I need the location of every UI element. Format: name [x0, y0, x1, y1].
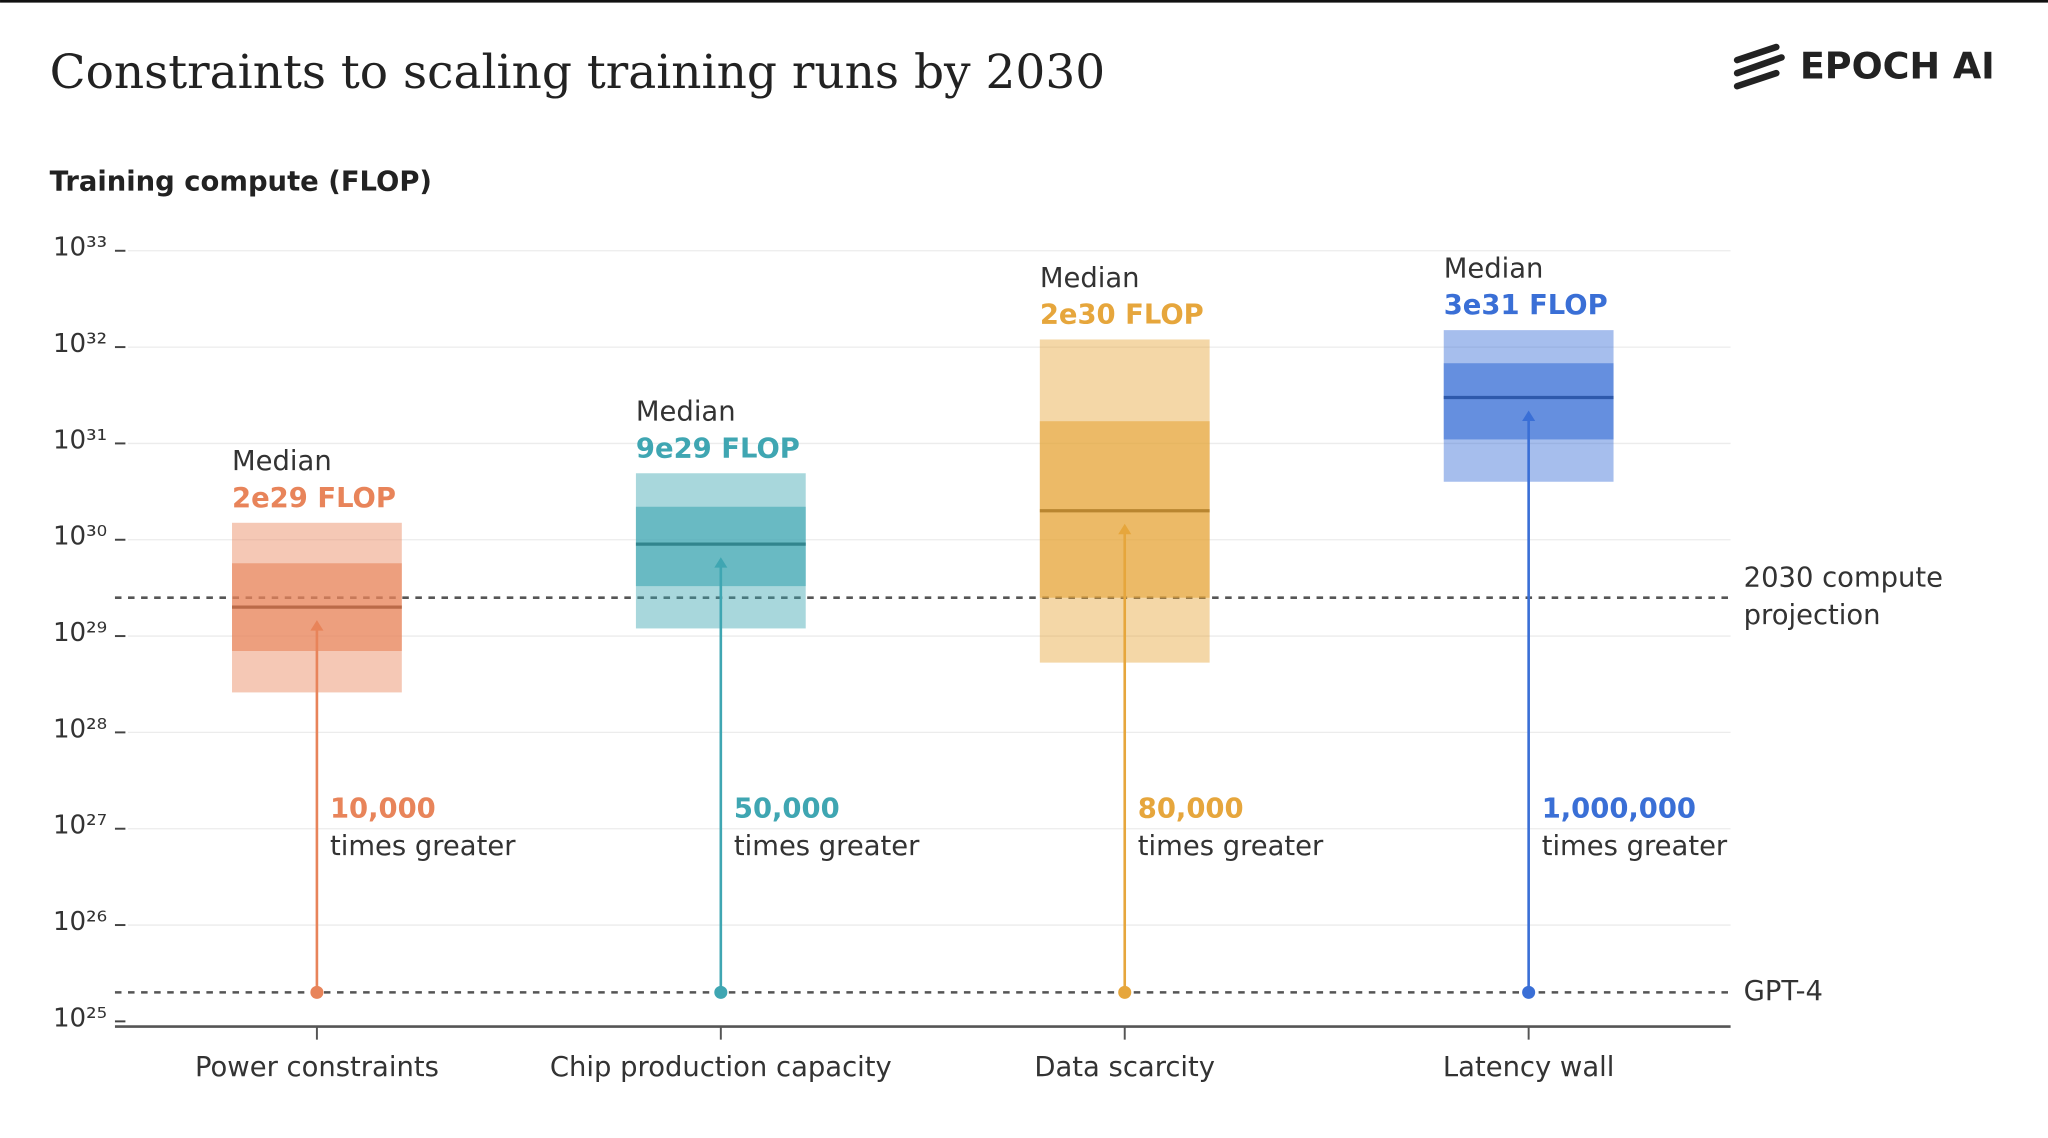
- median-caption: Median: [636, 397, 736, 428]
- reference-label: projection: [1744, 600, 1881, 631]
- ratio-label: 1,000,000: [1542, 793, 1696, 824]
- chart-title: Constraints to scaling training runs by …: [50, 45, 1105, 100]
- series-group: Data scarcity Median 2e30 FLOP 80,000 times …: [1034, 263, 1324, 1083]
- top-border: [0, 0, 2048, 3]
- arrow-head: [1522, 410, 1536, 421]
- gpt4-dot: [1118, 985, 1132, 999]
- x-tick-label: Power constraints: [195, 1052, 439, 1083]
- y-tick-label: 10²⁷: [53, 811, 107, 841]
- series-group: Chip production capacity Median 9e29 FLOP 5…: [550, 397, 920, 1083]
- arrow-head: [714, 557, 728, 568]
- median-caption: Median: [1040, 263, 1140, 294]
- y-tick-label: 10²⁵: [53, 1003, 107, 1033]
- arrow-head: [1118, 523, 1132, 535]
- x-tick-label: Latency wall: [1443, 1052, 1614, 1083]
- median-caption: Median: [232, 446, 332, 477]
- y-tick-label: 10²⁸: [53, 714, 107, 744]
- ratio-caption: times greater: [330, 831, 516, 862]
- ratio-caption: times greater: [1138, 831, 1324, 862]
- gpt4-dot: [1522, 985, 1536, 999]
- reference-label: GPT-4: [1744, 976, 1823, 1007]
- y-axis-title: Training compute (FLOP): [50, 166, 432, 197]
- logo: EPOCH AI: [1733, 43, 1995, 90]
- series-group: Latency wall Median 3e31 FLOP 1,000,000 time…: [1443, 254, 1728, 1083]
- ratio-caption: times greater: [1542, 831, 1728, 862]
- ratio-label: 10,000: [330, 793, 436, 824]
- median-label: 2e29 FLOP: [232, 483, 396, 514]
- gpt4-dot: [714, 985, 728, 999]
- y-tick-label: 10³⁰: [53, 522, 107, 552]
- y-tick-label: 10³¹: [53, 425, 107, 455]
- ratio-label: 50,000: [734, 793, 840, 824]
- x-tick-label: Data scarcity: [1034, 1052, 1215, 1083]
- median-label: 2e30 FLOP: [1040, 299, 1204, 330]
- y-tick-label: 10²⁶: [53, 907, 107, 937]
- arrow-head: [310, 620, 324, 631]
- median-label: 3e31 FLOP: [1444, 290, 1608, 321]
- gpt4-dot: [310, 985, 324, 999]
- logo-icon: [1733, 43, 1785, 90]
- series-group: Power constraints Median 2e29 FLOP 10,000 ti…: [195, 446, 516, 1083]
- ratio-caption: times greater: [734, 831, 920, 862]
- y-tick-label: 10³³: [53, 233, 107, 263]
- reference-label: 2030 compute: [1744, 562, 1943, 593]
- ratio-label: 80,000: [1138, 793, 1244, 824]
- median-label: 9e29 FLOP: [636, 433, 800, 464]
- x-tick-label: Chip production capacity: [550, 1052, 892, 1083]
- median-caption: Median: [1444, 254, 1544, 285]
- y-tick-label: 10³²: [53, 329, 107, 359]
- logo-text: EPOCH AI: [1800, 44, 1995, 87]
- y-tick-label: 10²⁹: [53, 618, 107, 648]
